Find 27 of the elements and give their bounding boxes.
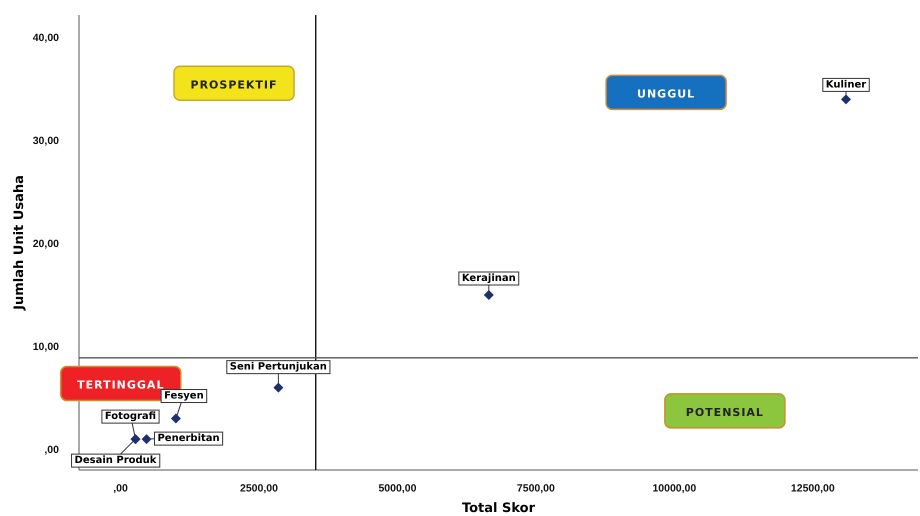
x-tick-label: 7500,00 bbox=[516, 482, 556, 494]
y-tick-label: 10,00 bbox=[32, 340, 60, 353]
data-label: Kerajinan bbox=[462, 273, 516, 284]
y-tick-label: ,00 bbox=[44, 444, 60, 456]
data-label: Fesyen bbox=[164, 390, 204, 402]
y-tick-label: 20,00 bbox=[32, 238, 60, 250]
x-tick-label: 10000,00 bbox=[652, 482, 696, 494]
data-label: Kuliner bbox=[826, 79, 866, 90]
data-label: Penerbitan bbox=[157, 433, 220, 444]
quadrant-label: UNGGUL bbox=[605, 74, 727, 110]
data-label: Desain Produk bbox=[74, 455, 157, 466]
data-label: Seni Pertunjukan bbox=[230, 362, 327, 373]
annotation: POTENSIAL bbox=[686, 406, 764, 419]
y-tick-label: 40,00 bbox=[32, 32, 60, 44]
quadrant-label: POTENSIAL bbox=[664, 393, 786, 429]
data-label: Fotografi bbox=[104, 411, 156, 422]
annotation: TERTINGGAL bbox=[77, 378, 164, 392]
y-tick-label: 30,00 bbox=[32, 134, 60, 147]
y-axis-title: Jumlah Unit Usaha bbox=[12, 175, 27, 311]
annotation: UNGGUL bbox=[637, 87, 696, 100]
quadrant-label: PROSPEKTIF bbox=[173, 66, 295, 101]
x-axis-title: Total Skor bbox=[462, 501, 536, 516]
x-tick-label: 12500,00 bbox=[790, 482, 835, 494]
x-tick-label: 2500,00 bbox=[240, 482, 278, 494]
annotation: PROSPEKTIF bbox=[190, 78, 278, 92]
x-tick-label: ,00 bbox=[113, 482, 128, 494]
x-tick-label: 5000,00 bbox=[378, 482, 417, 494]
